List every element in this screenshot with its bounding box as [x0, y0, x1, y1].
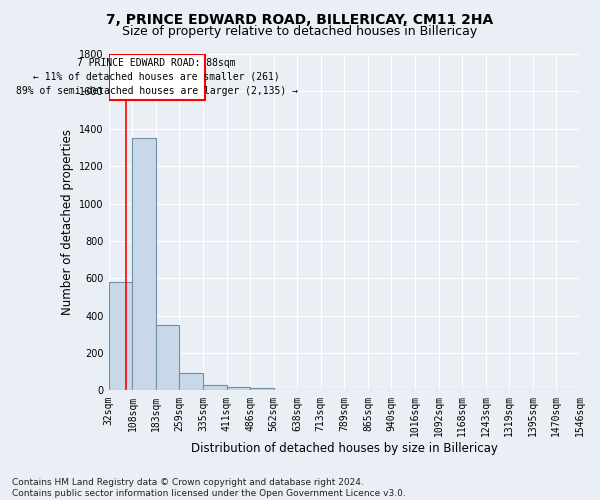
Bar	[133, 138, 156, 390]
Text: ← 11% of detached houses are smaller (261): ← 11% of detached houses are smaller (26…	[33, 72, 280, 82]
Bar	[250, 388, 274, 390]
Bar	[227, 386, 250, 390]
Text: 7, PRINCE EDWARD ROAD, BILLERICAY, CM11 2HA: 7, PRINCE EDWARD ROAD, BILLERICAY, CM11 …	[106, 12, 494, 26]
Y-axis label: Number of detached properties: Number of detached properties	[61, 129, 74, 315]
Text: 89% of semi-detached houses are larger (2,135) →: 89% of semi-detached houses are larger (…	[16, 86, 298, 96]
Bar	[109, 54, 205, 100]
Bar	[109, 282, 133, 391]
Text: 7 PRINCE EDWARD ROAD: 88sqm: 7 PRINCE EDWARD ROAD: 88sqm	[77, 58, 236, 68]
Text: Contains HM Land Registry data © Crown copyright and database right 2024.
Contai: Contains HM Land Registry data © Crown c…	[12, 478, 406, 498]
Bar	[203, 385, 227, 390]
Text: Size of property relative to detached houses in Billericay: Size of property relative to detached ho…	[122, 25, 478, 38]
Bar	[179, 372, 203, 390]
X-axis label: Distribution of detached houses by size in Billericay: Distribution of detached houses by size …	[191, 442, 498, 455]
Bar	[156, 325, 179, 390]
